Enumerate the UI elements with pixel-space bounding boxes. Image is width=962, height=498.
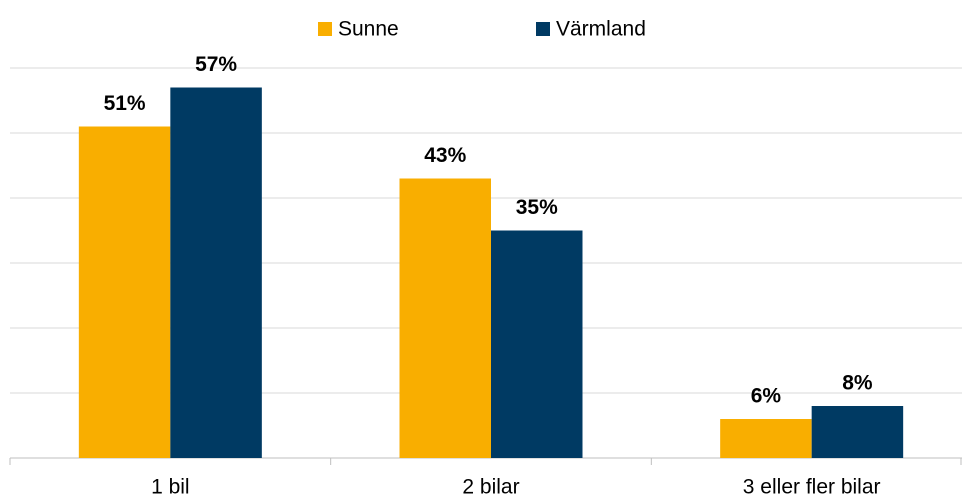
bar [720, 419, 812, 458]
data-label: 6% [751, 385, 782, 408]
bar [399, 178, 491, 458]
data-label: 35% [516, 196, 558, 219]
legend-swatch [536, 22, 550, 36]
legend-label: Värmland [556, 18, 646, 41]
data-label: 57% [195, 53, 237, 76]
bar [170, 87, 262, 458]
bar [78, 126, 171, 458]
legend-swatch [318, 22, 332, 36]
bar [811, 406, 904, 458]
data-label: 43% [424, 144, 466, 167]
x-tick-label: 2 bilar [462, 476, 519, 498]
data-label: 51% [104, 92, 146, 115]
bar [491, 230, 583, 458]
x-tick-label: 3 eller fler bilar [743, 476, 881, 498]
data-label: 8% [842, 372, 873, 395]
x-tick-label: 1 bil [151, 476, 190, 498]
legend-label: Sunne [338, 18, 399, 41]
